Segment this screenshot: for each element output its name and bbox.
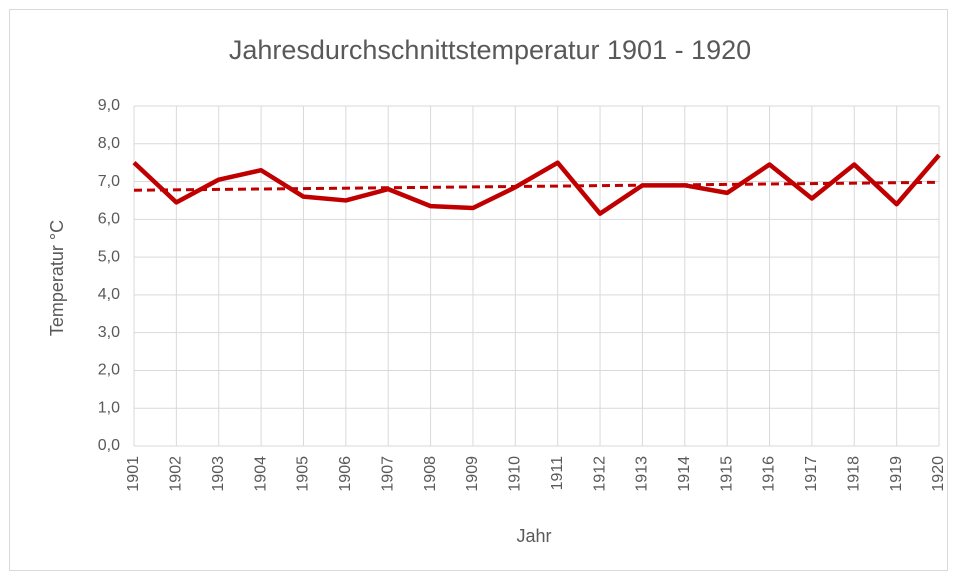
x-tick-label: 1919 <box>888 456 905 492</box>
y-tick-label: 5,0 <box>98 248 120 265</box>
x-tick-label: 1917 <box>803 456 820 492</box>
y-tick-label: 0,0 <box>98 437 120 454</box>
x-tick-label: 1915 <box>718 456 735 492</box>
data-line <box>132 153 941 216</box>
x-tick-label: 1906 <box>337 456 354 492</box>
x-tick-label: 1901 <box>125 456 142 492</box>
x-axis-label: Jahr <box>516 526 551 546</box>
x-tick-label: 1908 <box>422 456 439 492</box>
y-tick-label: 9,0 <box>98 97 120 114</box>
x-tick-label: 1912 <box>591 456 608 492</box>
x-tick-label: 1914 <box>676 456 693 492</box>
x-tick-label: 1909 <box>464 456 481 492</box>
x-tick-label: 1905 <box>295 456 312 492</box>
x-tick-label: 1913 <box>634 456 651 492</box>
x-tick-label: 1916 <box>761 456 778 492</box>
y-tick-label: 1,0 <box>98 399 120 416</box>
x-tick-label: 1920 <box>930 456 947 492</box>
trendline <box>133 180 940 192</box>
x-tick-label: 1918 <box>845 456 862 492</box>
x-tick-label: 1907 <box>379 456 396 492</box>
y-tick-label: 2,0 <box>98 362 120 379</box>
x-tick-label: 1904 <box>252 456 269 492</box>
y-tick-label: 3,0 <box>98 324 120 341</box>
x-tick-label: 1911 <box>549 456 566 491</box>
chart-border <box>9 9 948 571</box>
y-axis-label: Temperatur °C <box>47 220 67 336</box>
chart-title: Jahresdurchschnittstemperatur 1901 - 192… <box>229 35 751 65</box>
y-tick-label: 8,0 <box>98 135 120 152</box>
x-tick-label: 1902 <box>168 456 185 492</box>
y-tick-label: 7,0 <box>98 173 120 190</box>
y-tick-label: 4,0 <box>98 286 120 303</box>
x-tick-label: 1903 <box>210 456 227 492</box>
x-tick-label: 1910 <box>507 456 524 492</box>
y-tick-label: 6,0 <box>98 211 120 228</box>
